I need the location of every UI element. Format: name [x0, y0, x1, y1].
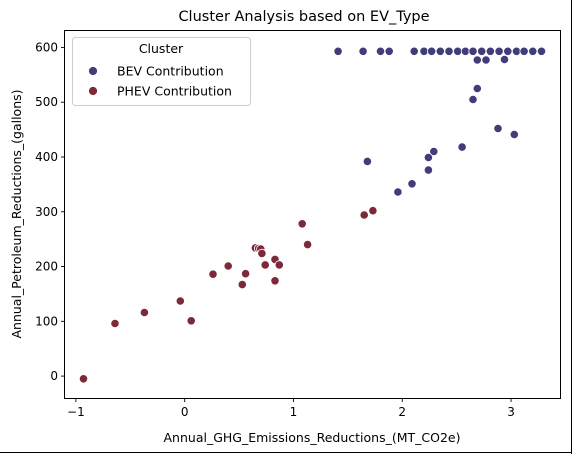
- chart-title: Cluster Analysis based on EV_Type: [178, 9, 429, 25]
- data-point: [536, 46, 547, 56]
- data-point: [270, 276, 280, 286]
- data-point: [175, 296, 185, 306]
- data-point: [409, 46, 419, 56]
- x-tick-label: 3: [507, 405, 515, 419]
- data-point: [444, 46, 454, 56]
- legend-label: PHEV Contribution: [117, 84, 232, 99]
- data-point: [472, 83, 482, 94]
- data-point: [468, 94, 478, 105]
- data-point: [139, 307, 149, 318]
- data-point: [426, 46, 437, 56]
- data-point: [302, 240, 313, 250]
- data-point: [368, 206, 378, 216]
- data-point: [186, 316, 196, 326]
- data-point: [472, 55, 482, 65]
- data-point: [384, 46, 394, 56]
- y-axis-label: Annual_Petroleum_Reductions_(gallons): [9, 89, 24, 338]
- data-point: [423, 152, 433, 163]
- data-point: [407, 179, 417, 189]
- data-point: [423, 165, 433, 175]
- data-points: [78, 46, 547, 384]
- data-point: [499, 54, 510, 65]
- x-tick-label: 0: [181, 405, 189, 419]
- data-point: [477, 46, 487, 56]
- data-point: [519, 46, 529, 56]
- data-point: [511, 46, 522, 56]
- data-point: [481, 55, 491, 65]
- legend: Cluster BEV Contribution PHEV Contributio…: [72, 37, 251, 106]
- data-point: [359, 210, 369, 220]
- y-tick-label: 400: [35, 150, 58, 164]
- data-point: [362, 156, 372, 166]
- legend-marker: [88, 86, 98, 96]
- legend-title: Cluster: [139, 41, 184, 56]
- data-point: [260, 260, 270, 270]
- y-tick-label: 200: [35, 260, 58, 274]
- y-tick-label: 600: [35, 40, 58, 54]
- data-point: [485, 46, 495, 56]
- x-tick-label: 2: [398, 405, 406, 419]
- x-axis: −1 0 1 2 3: [67, 398, 515, 419]
- y-tick-label: 0: [50, 369, 58, 383]
- data-point: [528, 46, 538, 56]
- data-point: [375, 46, 386, 56]
- y-tick-label: 300: [35, 205, 58, 219]
- data-point: [393, 187, 403, 197]
- data-point: [333, 46, 343, 56]
- x-tick-label: −1: [67, 405, 85, 419]
- data-point: [208, 269, 218, 279]
- legend-box: [72, 37, 251, 106]
- plot-frame: [64, 30, 561, 399]
- data-point: [241, 269, 251, 279]
- data-point: [435, 46, 445, 56]
- legend-label: BEV Contribution: [117, 64, 224, 79]
- x-tick-label: 1: [290, 405, 298, 419]
- data-point: [358, 46, 368, 56]
- legend-marker: [88, 66, 98, 76]
- y-tick-label: 500: [35, 95, 58, 109]
- data-point: [468, 46, 478, 56]
- window-edge-right: [571, 0, 572, 454]
- data-point: [223, 261, 233, 271]
- y-axis: 0 100 200 300 400 500 600: [35, 40, 65, 383]
- data-point: [457, 142, 467, 152]
- x-axis-label: Annual_GHG_Emissions_Reductions_(MT_CO2e…: [164, 430, 461, 445]
- data-point: [419, 46, 429, 56]
- data-point: [274, 260, 284, 270]
- data-point: [460, 46, 470, 56]
- data-point: [493, 123, 503, 134]
- data-point: [494, 46, 504, 56]
- data-point: [509, 129, 519, 140]
- window-edge-bottom: [0, 452, 572, 453]
- data-point: [453, 46, 463, 56]
- data-point: [78, 374, 89, 384]
- data-point: [297, 219, 307, 229]
- data-point: [503, 46, 513, 56]
- data-point: [429, 146, 439, 157]
- y-tick-label: 100: [35, 314, 58, 328]
- data-point: [110, 318, 120, 329]
- data-point: [257, 248, 267, 258]
- data-point: [237, 279, 247, 290]
